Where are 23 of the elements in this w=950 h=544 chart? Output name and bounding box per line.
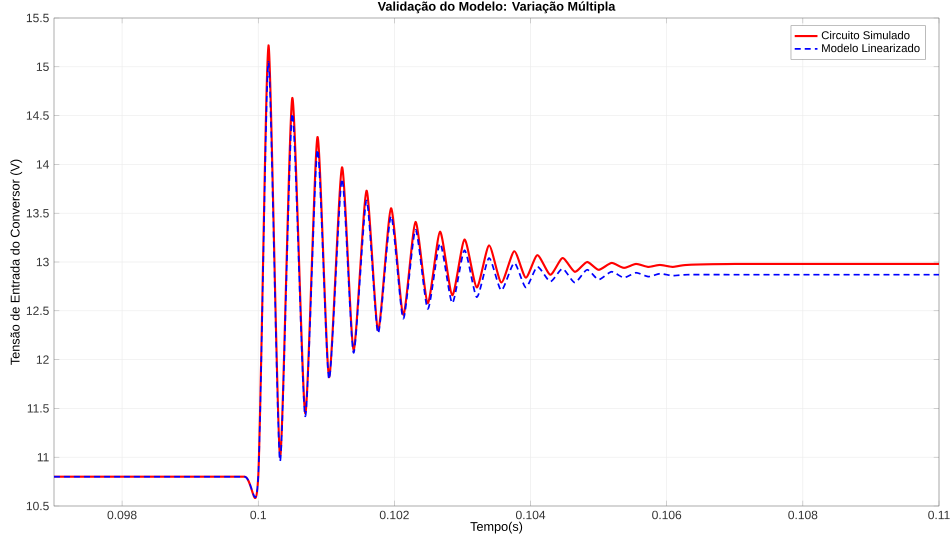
x-tick-label: 0.108 [788,510,818,520]
y-tick-label: 13.5 [26,208,49,218]
y-tick-label: 13 [36,258,49,266]
y-tick-label: 12.5 [26,306,49,316]
x-tick-label: 0.102 [380,510,409,520]
x-tick-label: 0.1 [250,510,266,520]
y-tick-label: 14.5 [26,111,49,120]
x-axis-title: Tempo(s) [470,522,522,534]
x-tick-label: 0.104 [516,510,546,520]
legend-label: Circuito Simulado [822,30,910,40]
chart-title: Validação do Modelo: Variação Múltipla [378,1,616,14]
y-axis-title: Tensão de Entrada do Conversor (V) [10,160,22,365]
y-tick-label: 12 [36,355,49,364]
y-tick-label: 14 [36,160,49,169]
y-tick-label: 10.5 [26,502,49,510]
x-tick-label: 0.098 [108,510,137,520]
y-tick-label: 15 [36,62,49,71]
y-tick-label: 15.5 [26,14,49,22]
y-tick-label: 11 [38,453,49,462]
x-tick-label: 0.106 [652,510,682,520]
legend-label: Modelo Linearizado [822,44,920,52]
y-tick-label: 11.5 [28,404,49,413]
x-tick-label: 0.11 [928,510,950,520]
